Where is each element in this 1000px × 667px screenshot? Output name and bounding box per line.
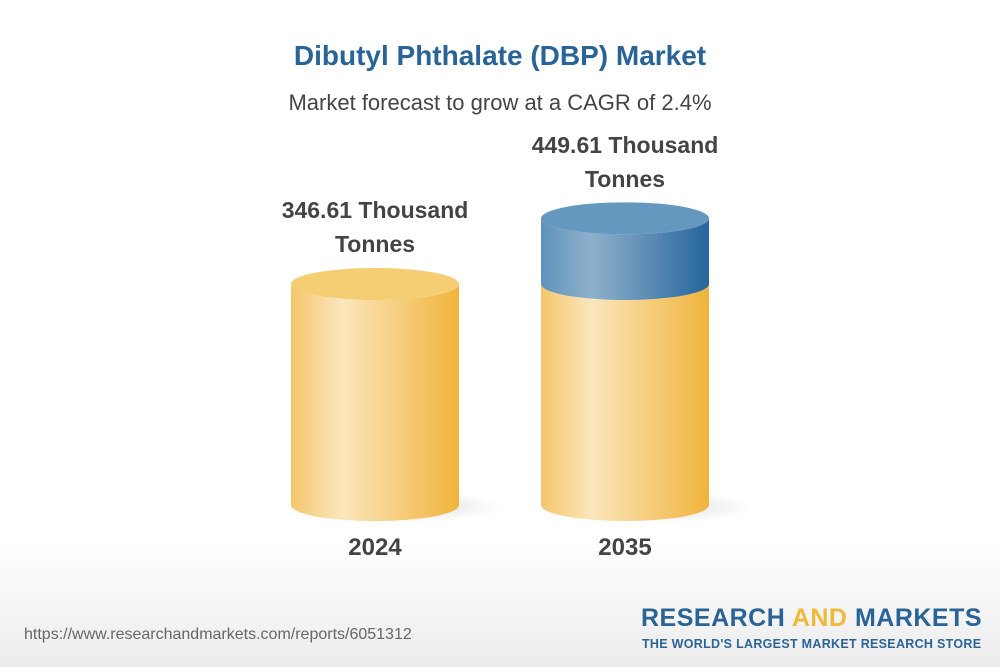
logo: RESEARCH AND MARKETS bbox=[641, 604, 983, 632]
source-url[interactable]: https://www.researchandmarkets.com/repor… bbox=[24, 626, 412, 643]
bar-2024-top bbox=[291, 268, 459, 300]
data-label-2035: 449.61 Thousand Tonnes bbox=[531, 132, 719, 192]
logo-tagline: THE WORLD'S LARGEST MARKET RESEARCH STOR… bbox=[642, 637, 982, 651]
bar-2035-growth-top bbox=[541, 202, 709, 235]
bar-2035-base bbox=[541, 284, 709, 521]
bar-2035-growth bbox=[541, 218, 709, 300]
x-tick-2024: 2024 bbox=[348, 534, 402, 561]
data-label-2024: 346.61 Thousand Tonnes bbox=[281, 197, 469, 257]
chart-title: Dibutyl Phthalate (DBP) Market bbox=[293, 40, 707, 71]
bar-2024 bbox=[291, 284, 459, 521]
chart-subtitle: Market forecast to grow at a CAGR of 2.4… bbox=[288, 90, 712, 115]
x-tick-2035: 2035 bbox=[598, 534, 652, 561]
